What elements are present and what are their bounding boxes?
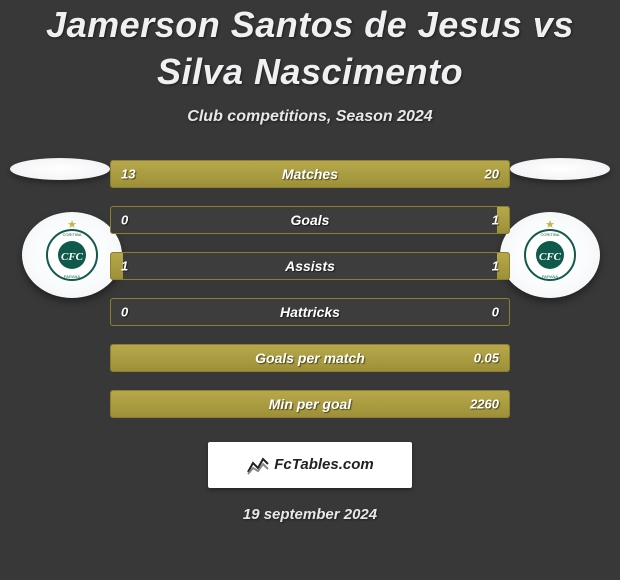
club-logo-left: ★ CFC CORITIBA PARANÁ <box>22 212 122 298</box>
page-title: Jamerson Santos de Jesus vs Silva Nascim… <box>0 0 620 96</box>
svg-text:CFC: CFC <box>61 251 84 263</box>
watermark-label: FcTables.com <box>274 456 373 473</box>
player-badge-right <box>510 158 610 180</box>
subtitle: Club competitions, Season 2024 <box>0 108 620 126</box>
bar-value-right: 0 <box>492 304 499 319</box>
stat-bar-row: 0.05Goals per match <box>110 344 510 372</box>
stat-bar-row: 1320Matches <box>110 160 510 188</box>
bar-label: Goals <box>111 212 509 228</box>
stat-bar-row: 2260Min per goal <box>110 390 510 418</box>
club-logo-right: ★ CFC CORITIBA PARANÁ <box>500 212 600 298</box>
stat-bar-row: 11Assists <box>110 252 510 280</box>
bar-label: Assists <box>111 258 509 274</box>
stat-bar-row: 0 0Hattricks <box>110 298 510 326</box>
svg-text:CFC: CFC <box>539 251 562 263</box>
bar-value-left: 0 <box>121 304 128 319</box>
bar-fill-right <box>497 207 509 233</box>
fctables-logo-icon <box>246 454 270 476</box>
coritiba-crest-icon: CFC CORITIBA PARANÁ <box>524 229 576 281</box>
stat-bar-row: 01Goals <box>110 206 510 234</box>
comparison-chart: ★ CFC CORITIBA PARANÁ ★ CFC CORITIBA PAR… <box>0 152 620 422</box>
svg-text:PARANÁ: PARANÁ <box>542 274 558 279</box>
bar-fill-right <box>497 253 509 279</box>
bar-fill-right <box>111 345 509 371</box>
star-icon: ★ <box>545 218 555 231</box>
bars-container: 1320Matches01Goals11Assists00Hattricks0.… <box>110 160 510 436</box>
svg-text:CORITIBA: CORITIBA <box>63 232 82 237</box>
player-badge-left <box>10 158 110 180</box>
svg-text:PARANÁ: PARANÁ <box>64 274 80 279</box>
bar-fill-right <box>268 161 509 187</box>
bar-label: Hattricks <box>111 304 509 320</box>
svg-text:CORITIBA: CORITIBA <box>541 232 560 237</box>
coritiba-crest-icon: CFC CORITIBA PARANÁ <box>46 229 98 281</box>
bar-fill-right <box>111 391 509 417</box>
bar-fill-left <box>111 161 268 187</box>
date-label: 19 september 2024 <box>0 506 620 523</box>
star-icon: ★ <box>67 218 77 231</box>
bar-value-left: 0 <box>121 212 128 227</box>
watermark-box: FcTables.com <box>208 442 412 488</box>
bar-fill-left <box>111 253 123 279</box>
